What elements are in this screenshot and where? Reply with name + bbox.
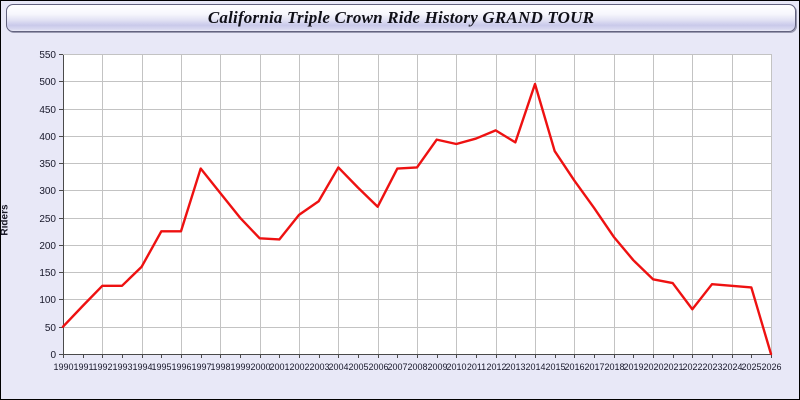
x-tick-label: 2018: [604, 362, 624, 372]
x-tick-label: 1999: [230, 362, 250, 372]
y-tick-label: 250: [39, 214, 56, 225]
y-axis-tickmarks: [59, 54, 63, 355]
x-tick-label: 2008: [407, 362, 427, 372]
x-tick-label: 2007: [387, 362, 407, 372]
x-tick-label: 1994: [132, 362, 152, 372]
y-tick-label: 550: [39, 50, 56, 61]
x-tick-label: 2004: [328, 362, 348, 372]
vertical-gridlines: [102, 54, 772, 354]
x-tick-label: 2021: [663, 362, 683, 372]
x-tick-label: 1996: [171, 362, 191, 372]
plot-area-container: Riders 0 50 100 150 200 250 300 350 400 450 500 550…: [1, 35, 799, 399]
x-tick-label: 2016: [564, 362, 584, 372]
x-tick-label: 2005: [348, 362, 368, 372]
x-tick-label: 2000: [250, 362, 270, 372]
x-tick-label: 1992: [92, 362, 112, 372]
x-tick-label: 1998: [210, 362, 230, 372]
y-tick-label: 500: [39, 77, 56, 88]
y-tick-label: 50: [45, 323, 57, 334]
x-tick-label: 2006: [368, 362, 388, 372]
x-tick-label: 2009: [427, 362, 447, 372]
page-title: California Triple Crown Ride History GRA…: [207, 8, 595, 27]
x-tick-label: 2020: [643, 362, 663, 372]
y-tick-label: 350: [39, 159, 56, 170]
x-tick-label: 2024: [722, 362, 742, 372]
x-tick-label: 1997: [191, 362, 211, 372]
y-tick-label: 400: [39, 132, 56, 143]
x-tick-label: 2013: [505, 362, 525, 372]
x-tick-label: 2019: [623, 362, 643, 372]
x-tick-label: 1995: [151, 362, 171, 372]
x-tick-label: 2025: [741, 362, 761, 372]
y-tick-label: 450: [39, 105, 56, 116]
x-tick-label: 2012: [486, 362, 506, 372]
x-tick-label: 2003: [309, 362, 329, 372]
x-tick-label: 2023: [702, 362, 722, 372]
y-tick-label: 200: [39, 241, 56, 252]
y-tick-label: 0: [50, 350, 56, 361]
x-tick-label: 1991: [73, 362, 93, 372]
y-tick-label: 300: [39, 186, 56, 197]
y-tick-label: 150: [39, 268, 56, 279]
x-tick-label: 1993: [112, 362, 132, 372]
y-axis-tick-labels: 0 50 100 150 200 250 300 350 400 450 500 550: [39, 50, 56, 361]
x-tick-label: 2015: [545, 362, 565, 372]
x-tick-label: 2026: [761, 362, 781, 372]
x-tick-label: 2002: [289, 362, 309, 372]
title-bar: California Triple Crown Ride History GRA…: [6, 4, 796, 32]
y-tick-label: 100: [39, 295, 56, 306]
x-tick-label: 1990: [53, 362, 73, 372]
x-tick-label: 2010: [446, 362, 466, 372]
x-tick-label: 2001: [269, 362, 289, 372]
x-tick-label: 2017: [584, 362, 604, 372]
x-tick-label: 2011: [467, 362, 486, 372]
x-tick-label: 2014: [525, 362, 545, 372]
data-series-line: [61, 82, 773, 356]
x-tick-label: 2022: [682, 362, 702, 372]
axis-lines: [63, 54, 771, 355]
